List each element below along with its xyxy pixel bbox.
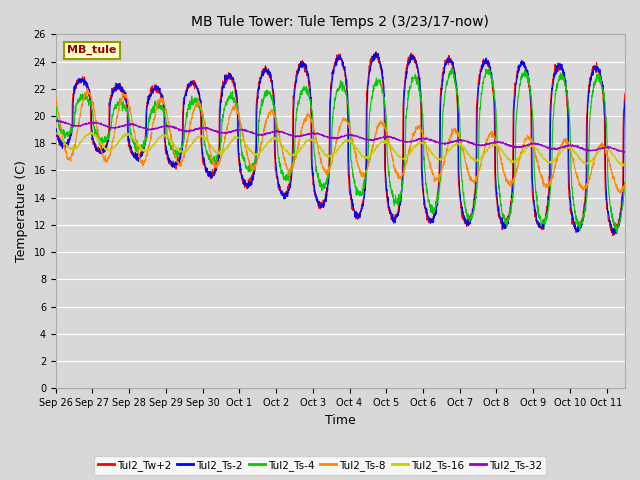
Y-axis label: Temperature (C): Temperature (C) [15,160,28,262]
Legend: Tul2_Tw+2, Tul2_Ts-2, Tul2_Ts-4, Tul2_Ts-8, Tul2_Ts-16, Tul2_Ts-32: Tul2_Tw+2, Tul2_Ts-2, Tul2_Ts-4, Tul2_Ts… [94,456,546,475]
Title: MB Tule Tower: Tule Temps 2 (3/23/17-now): MB Tule Tower: Tule Temps 2 (3/23/17-now… [191,15,489,29]
Text: MB_tule: MB_tule [67,45,116,55]
X-axis label: Time: Time [325,414,356,427]
